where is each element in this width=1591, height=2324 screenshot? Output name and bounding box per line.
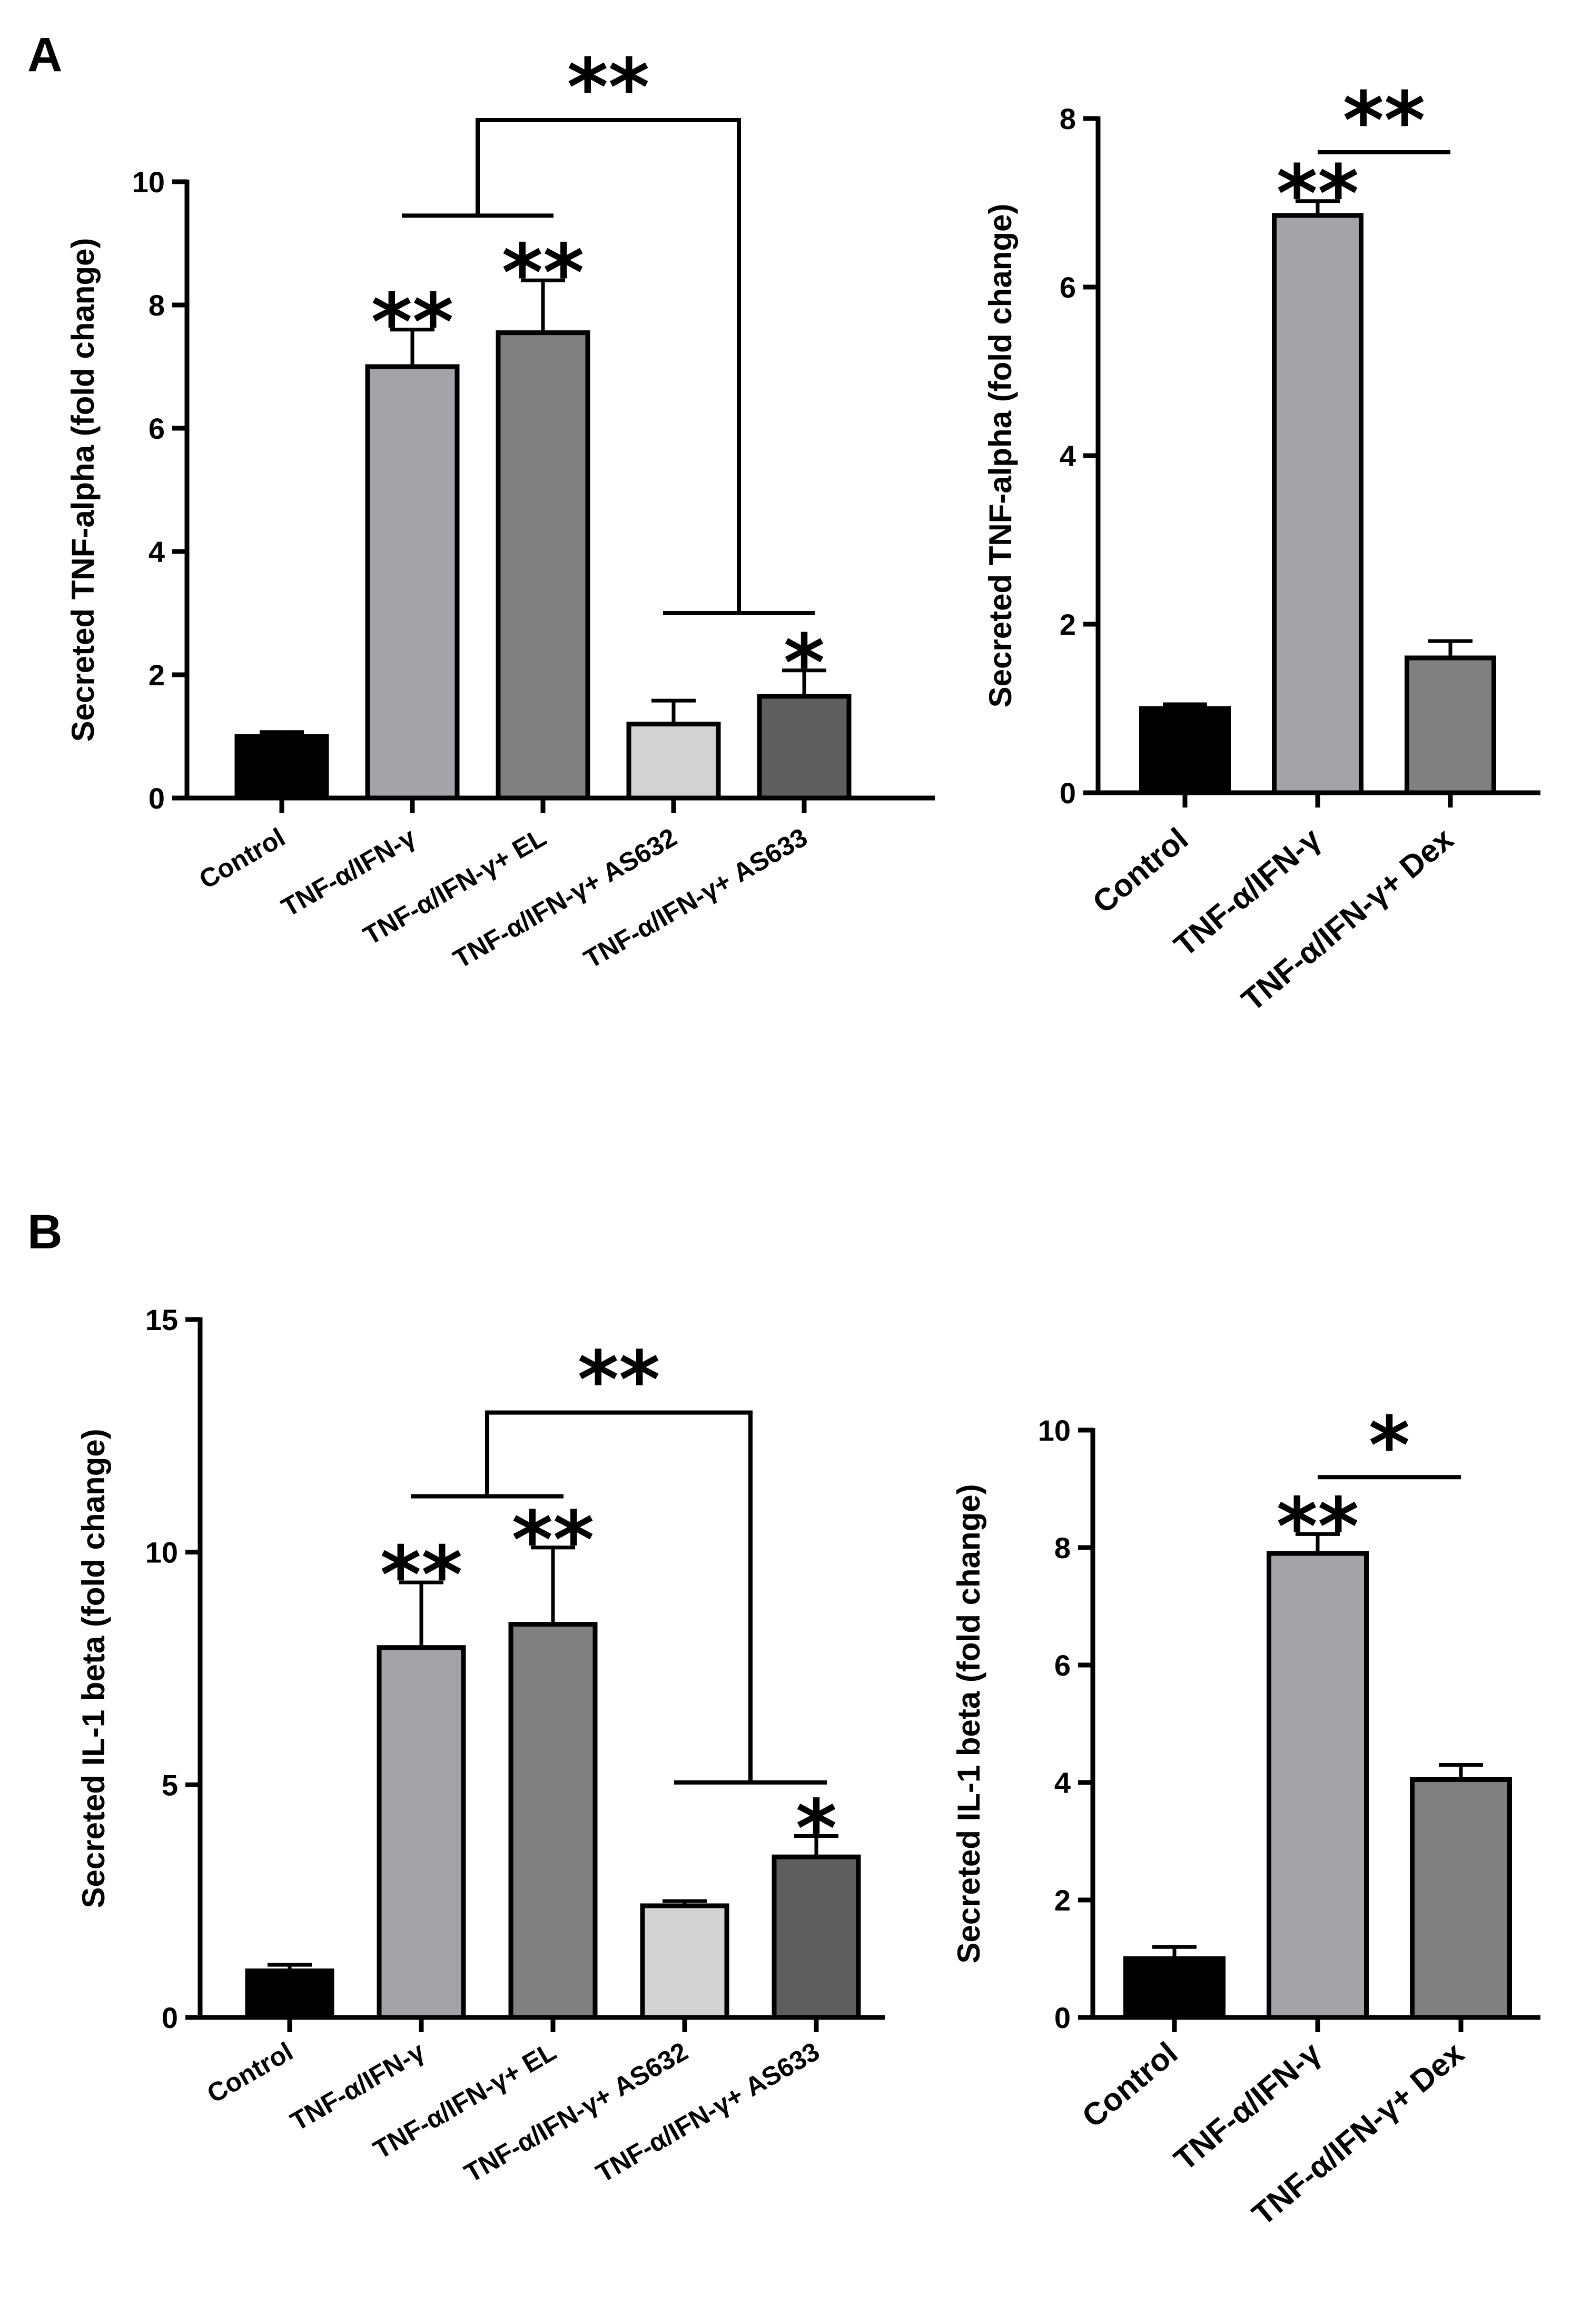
significance-marker: ** [371, 277, 454, 369]
y-tick-label: 15 [145, 1303, 178, 1336]
y-tick-label: 0 [1054, 2001, 1071, 2034]
chart-il1-beta-dex: 0 2 4 6 8 10 Secreted IL-1 beta (fold change) C… [951, 1400, 1540, 2232]
bar [496, 330, 590, 801]
significance-marker: * [784, 618, 825, 710]
bar [757, 694, 852, 801]
bar [626, 722, 721, 801]
significance-marker: ** [502, 228, 585, 319]
x-category-label: TNF-α/IFN-γ+ AS632 [448, 822, 681, 974]
x-category-label: Control [1075, 2035, 1184, 2134]
significance-marker: ** [380, 1530, 463, 1621]
y-tick-label: 10 [145, 1536, 178, 1569]
bar [365, 364, 460, 801]
chart-tnf-alpha-inhibitors: 0 2 4 6 8 10 Secreted TNF-alpha (fold change) C… [65, 42, 935, 974]
y-tick-label: 4 [149, 535, 165, 568]
chart-tnf-alpha-dex: 0 2 4 6 8 Secreted TNF-alpha (fold change) Con… [983, 75, 1540, 1018]
y-tick-label: 4 [1060, 439, 1076, 472]
y-tick-label: 6 [1060, 271, 1076, 304]
x-category-label: TNF-α/IFN-γ+ AS633 [579, 822, 812, 974]
bar [1139, 706, 1231, 795]
y-tick-label: 10 [1038, 1414, 1071, 1447]
y-tick-label: 0 [149, 782, 165, 815]
y-tick-label: 5 [162, 1768, 178, 1801]
bracket-connector [476, 118, 741, 613]
y-axis-title: Secreted TNF-alpha (fold change) [65, 238, 101, 742]
bracket-significance: ** [567, 42, 650, 134]
panel-letter-a: A [27, 28, 62, 82]
x-category-label: Control [194, 822, 290, 894]
y-tick-label: 0 [1060, 776, 1076, 810]
bar [234, 734, 329, 801]
x-category-label: TNF-α/IFN-γ+ AS632 [459, 2036, 693, 2188]
y-tick-label: 6 [1054, 1649, 1071, 1682]
bar [1272, 213, 1363, 795]
bar [1267, 1551, 1369, 2020]
x-category-label: Control [202, 2036, 298, 2109]
y-tick-label: 6 [149, 412, 165, 445]
bar [377, 1645, 466, 2020]
significance-marker: * [796, 1784, 837, 1875]
bracket-significance: * [1369, 1400, 1410, 1492]
bar [245, 1968, 334, 2020]
bracket-connector [485, 1410, 753, 1783]
y-tick-label: 8 [1060, 102, 1076, 135]
significance-marker: ** [1277, 1481, 1359, 1573]
y-tick-label: 4 [1054, 1766, 1071, 1799]
bar [1410, 1777, 1512, 2020]
y-axis-title: Secreted IL-1 beta (fold change) [951, 1484, 986, 1963]
y-axis-title: Secreted TNF-alpha (fold change) [983, 204, 1018, 708]
bar [640, 1903, 729, 2020]
y-axis-title: Secreted IL-1 beta (fold change) [76, 1429, 111, 1908]
x-category-label: Control [1086, 821, 1194, 920]
bar [1123, 1956, 1226, 2020]
x-category-label: TNF-α/IFN-γ+ AS633 [591, 2036, 824, 2188]
y-tick-label: 2 [1054, 1884, 1071, 1917]
chart-il1-beta-inhibitors: 0 5 10 15 Secreted IL-1 beta (fold change) Co… [76, 1303, 885, 2188]
y-tick-label: 2 [1060, 608, 1076, 641]
y-tick-label: 8 [1054, 1531, 1071, 1564]
y-tick-label: 10 [132, 165, 165, 199]
panel-letter-b: B [27, 1205, 62, 1259]
bracket-significance: ** [578, 1335, 660, 1426]
y-tick-label: 2 [149, 658, 165, 692]
bar [508, 1622, 598, 2020]
y-tick-label: 8 [149, 289, 165, 322]
bar [1405, 655, 1496, 795]
y-tick-label: 0 [162, 2001, 178, 2034]
significance-marker: ** [512, 1495, 595, 1587]
bracket-significance: ** [1343, 75, 1426, 167]
significance-marker: ** [1277, 149, 1359, 240]
bar [772, 1854, 861, 2020]
